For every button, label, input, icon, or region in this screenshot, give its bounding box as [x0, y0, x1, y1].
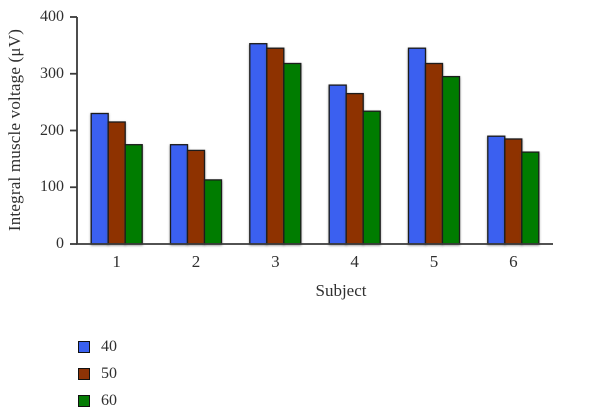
- y-tick-label: 0: [56, 235, 64, 252]
- bar-series-50-subject-4: [345, 92, 364, 245]
- legend-item: 50: [78, 360, 117, 387]
- bar-series-50-subject-6: [504, 138, 523, 245]
- bar-series-50-subject-1: [107, 121, 126, 245]
- x-axis-title: Subject: [315, 281, 367, 300]
- legend-item: 40: [78, 333, 117, 360]
- bar-series-40-subject-5: [407, 47, 427, 245]
- bar-series-40-subject-3: [249, 43, 268, 245]
- legend-label: 40: [101, 337, 117, 355]
- y-tick-label: 200: [40, 121, 64, 139]
- chart-legend: 40 50 60: [78, 333, 117, 407]
- bar-series-60-subject-2: [203, 179, 223, 245]
- x-tick-label: 1: [112, 252, 121, 271]
- y-tick-label: 100: [40, 178, 64, 196]
- bar-series-50-subject-3: [266, 47, 285, 245]
- x-tick-label: 5: [429, 252, 439, 271]
- bar-series-50-subject-2: [186, 149, 206, 245]
- bar-series-60-subject-5: [441, 75, 461, 245]
- bar-series-40-subject-6: [487, 135, 506, 245]
- bar-series-60-subject-6: [521, 151, 540, 245]
- bar-series-60-subject-1: [124, 144, 143, 245]
- bar-series-60-subject-3: [283, 62, 302, 245]
- x-tick-label: 2: [191, 252, 201, 271]
- y-tick-label: 300: [40, 64, 64, 82]
- legend-swatch-icon: [78, 340, 90, 353]
- legend-label: 50: [101, 364, 117, 382]
- legend-item: 60: [78, 387, 117, 407]
- x-tick-label: 4: [350, 252, 359, 271]
- bar-series-60-subject-4: [362, 110, 381, 245]
- legend-label: 60: [101, 391, 117, 407]
- bar-series-50-subject-5: [424, 62, 444, 245]
- x-tick-label: 3: [271, 252, 280, 271]
- legend-swatch-icon: [78, 367, 90, 380]
- bar-series-40-subject-1: [90, 112, 109, 245]
- legend-swatch-icon: [78, 394, 90, 407]
- bar-series-40-subject-2: [169, 144, 189, 245]
- y-tick-label: 400: [40, 8, 64, 25]
- x-tick-label: 6: [509, 252, 518, 271]
- bar-series-40-subject-4: [328, 84, 347, 245]
